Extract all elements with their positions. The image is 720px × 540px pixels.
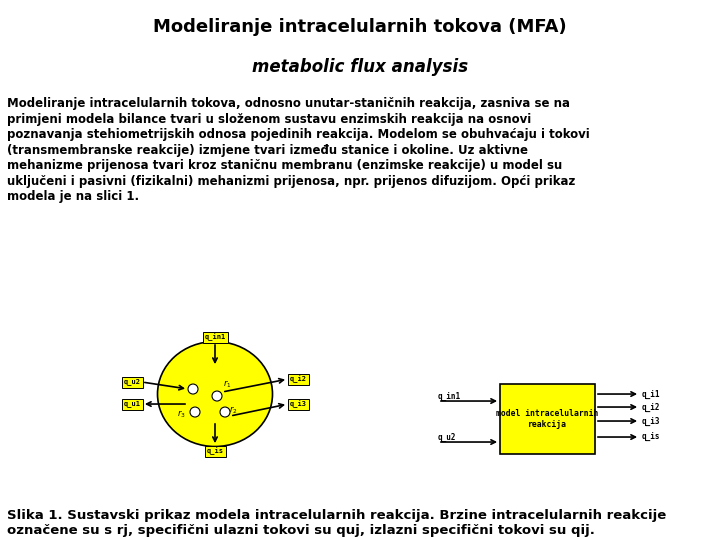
Text: Modeliranje intracelularnih tokova, odnosno unutar-staničnih reakcija, zasniva s: Modeliranje intracelularnih tokova, odno…	[7, 97, 570, 110]
Circle shape	[188, 384, 198, 394]
Text: Slika 1. Sustavski prikaz modela intracelularnih reakcija. Brzine intracelularni: Slika 1. Sustavski prikaz modela intrace…	[7, 509, 666, 522]
Text: $r_3$: $r_3$	[177, 408, 186, 420]
Text: označene su s rj, specifični ulazni tokovi su quj, izlazni specifični tokovi su : označene su s rj, specifični ulazni toko…	[7, 524, 595, 537]
Text: q_in1: q_in1	[204, 333, 225, 341]
Circle shape	[212, 391, 222, 401]
Text: primjeni modela bilance tvari u složenom sustavu enzimskih reakcija na osnovi: primjeni modela bilance tvari u složenom…	[7, 113, 531, 126]
FancyBboxPatch shape	[204, 446, 225, 456]
Text: q_i3: q_i3	[289, 400, 307, 408]
Text: (transmembranske reakcije) izmjene tvari između stanice i okoline. Uz aktivne: (transmembranske reakcije) izmjene tvari…	[7, 144, 528, 157]
Text: q_is: q_is	[642, 433, 660, 442]
FancyBboxPatch shape	[500, 384, 595, 454]
FancyBboxPatch shape	[122, 399, 143, 409]
FancyBboxPatch shape	[202, 332, 228, 342]
Text: $r_2$: $r_2$	[229, 404, 238, 415]
Text: q_i1: q_i1	[642, 389, 660, 399]
Text: Modeliranje intracelularnih tokova (MFA): Modeliranje intracelularnih tokova (MFA)	[153, 18, 567, 36]
FancyBboxPatch shape	[287, 374, 308, 384]
Text: uključeni i pasivni (fizikalni) mehanizmi prijenosa, npr. prijenos difuzijom. Op: uključeni i pasivni (fizikalni) mehanizm…	[7, 174, 575, 187]
Text: metabolic flux analysis: metabolic flux analysis	[252, 58, 468, 76]
Circle shape	[220, 407, 230, 417]
Text: q_is: q_is	[207, 447, 223, 455]
Text: q_in1: q_in1	[438, 392, 461, 401]
Text: q_i2: q_i2	[642, 402, 660, 411]
Text: poznavanja stehiometrijskih odnosa pojedinih reakcija. Modelom se obuhvaćaju i t: poznavanja stehiometrijskih odnosa pojed…	[7, 128, 590, 141]
Text: mehanizme prijenosa tvari kroz staničnu membranu (enzimske reakcije) u model su: mehanizme prijenosa tvari kroz staničnu …	[7, 159, 562, 172]
Text: q_u2: q_u2	[124, 379, 140, 386]
Text: $r_1$: $r_1$	[223, 378, 232, 389]
Text: modela je na slici 1.: modela je na slici 1.	[7, 190, 139, 203]
Text: model intracelularnih
reakcija: model intracelularnih reakcija	[496, 409, 599, 429]
Text: q_i3: q_i3	[642, 416, 660, 426]
Ellipse shape	[158, 341, 272, 447]
FancyBboxPatch shape	[287, 399, 308, 409]
Circle shape	[190, 407, 200, 417]
FancyBboxPatch shape	[122, 376, 143, 388]
Text: q_i2: q_i2	[289, 375, 307, 383]
Text: q_u1: q_u1	[124, 401, 140, 408]
Text: q_u2: q_u2	[438, 433, 456, 442]
